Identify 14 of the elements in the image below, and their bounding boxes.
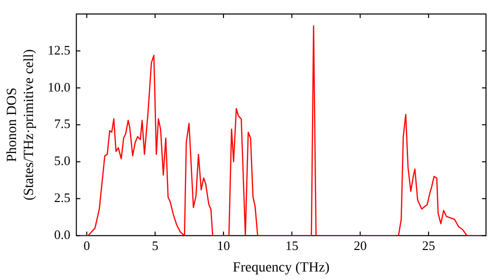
x-tick-label: 10 xyxy=(216,238,230,253)
x-axis-title: Frequency (THz) xyxy=(232,260,330,276)
x-tick-label: 5 xyxy=(152,238,158,253)
x-tick-label: 15 xyxy=(285,238,298,253)
y-tick-label: 5.0 xyxy=(54,153,70,168)
y-tick-label: 12.5 xyxy=(48,42,70,58)
y-tick-label: 10.0 xyxy=(48,79,70,94)
x-tick-label: 0 xyxy=(83,238,90,253)
y-tick-label: 2.5 xyxy=(54,190,70,206)
y-tick-label: 7.5 xyxy=(54,116,70,132)
y-axis-title: Phonon DOS (States/THz·primitive cell) xyxy=(5,48,37,200)
x-tick-label: 20 xyxy=(354,238,367,253)
x-tick-label: 25 xyxy=(422,238,436,253)
y-tick-label: 0.0 xyxy=(54,227,70,242)
